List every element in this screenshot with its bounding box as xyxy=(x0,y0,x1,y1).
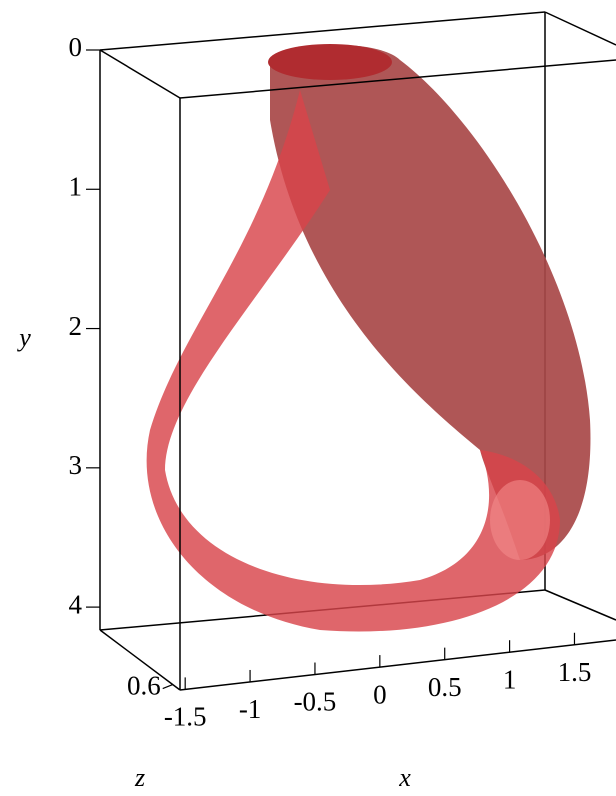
x-tick-label: 1 xyxy=(503,664,517,694)
x-tick-label: 0.5 xyxy=(428,672,462,702)
surface xyxy=(147,44,591,632)
x-tick-label: 0 xyxy=(373,679,387,709)
y-tick-label: 4 xyxy=(69,589,83,619)
y-tick-label: 1 xyxy=(69,171,83,201)
surface-opening xyxy=(268,44,392,80)
x-tick-label: 1.5 xyxy=(558,657,592,687)
z-tick xyxy=(163,685,173,689)
y-tick-label: 0 xyxy=(69,32,83,62)
x-tick-label: -1 xyxy=(239,694,262,724)
y-tick-label: 3 xyxy=(69,450,83,480)
x-tick-label: -1.5 xyxy=(164,702,207,732)
y-tick-label: 2 xyxy=(69,311,83,341)
z-axis-label: z xyxy=(134,763,145,792)
chart: y x z 0 1 2 3 4 -1.5 -1 -0.5 0 0.5 1 1.5 0.6 xyxy=(0,0,616,796)
x-tick-label: -0.5 xyxy=(294,687,337,717)
x-axis-label: x xyxy=(398,763,411,792)
y-axis-label: y xyxy=(16,323,31,352)
z-tick-label: 0.6 xyxy=(127,671,161,701)
surface-highlight xyxy=(490,480,550,560)
